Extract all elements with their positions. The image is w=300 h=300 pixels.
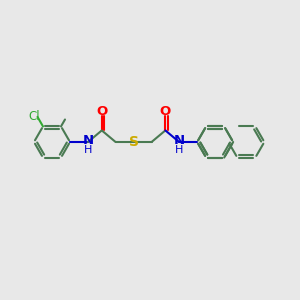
Text: Cl: Cl [29,110,40,123]
Text: O: O [160,105,171,118]
Text: H: H [175,145,183,155]
Text: N: N [174,134,185,148]
Text: O: O [96,105,107,118]
Text: N: N [82,134,94,148]
Text: H: H [84,145,92,155]
Text: S: S [129,135,139,149]
